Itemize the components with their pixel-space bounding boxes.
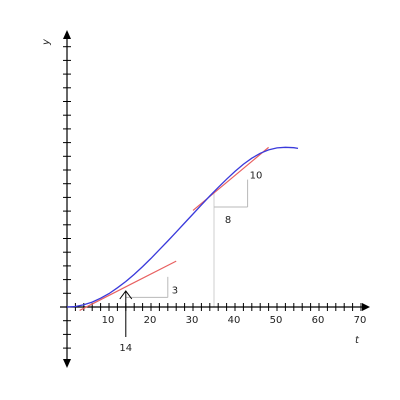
curve-series	[66, 146, 299, 308]
axes: 10 20 30 40 50 60 70 t y	[41, 30, 370, 368]
y-axis-label: y	[41, 38, 52, 46]
x-axis-tick-labels: 10 20 30 40 50 60 70	[102, 315, 367, 326]
x-axis-label: t	[355, 335, 360, 346]
x-tick-label: 20	[144, 315, 157, 326]
slope-triangle-label: 10	[250, 171, 263, 182]
slope-triangle-label: 3	[172, 285, 178, 296]
slope-triangle-vertical-label: 8	[225, 215, 231, 226]
tangent-line-lower	[79, 260, 177, 311]
y-axis-arrowhead-top	[63, 30, 71, 39]
y-axis-arrowhead-bottom	[63, 359, 71, 368]
x-tick-label: 60	[312, 315, 325, 326]
x-tick-label: 70	[354, 315, 367, 326]
up-arrow-icon	[119, 290, 133, 337]
slope-triangles: 3 10 8	[125, 171, 263, 298]
x-tick-label: 10	[102, 315, 115, 326]
arrow-marker: 14	[119, 290, 133, 354]
x-axis-arrowhead	[362, 303, 370, 311]
y-axis-ticks	[63, 46, 71, 349]
x-tick-label: 50	[270, 315, 283, 326]
x-tick-label: 30	[186, 315, 199, 326]
x-tick-label: 40	[228, 315, 241, 326]
arrow-label: 14	[119, 343, 132, 354]
